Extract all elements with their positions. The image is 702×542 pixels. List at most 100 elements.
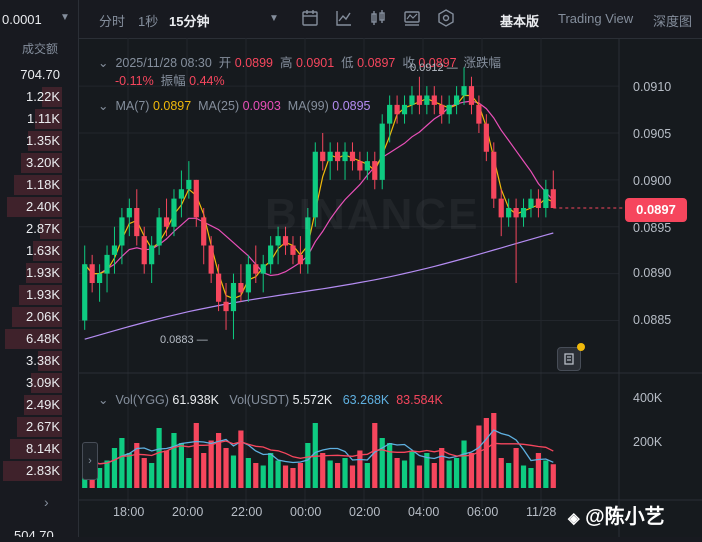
view-tab-depth[interactable]: 深度图 [653, 14, 693, 29]
volume-list-row: 8.14K [0, 438, 62, 460]
volume-bar [193, 423, 199, 488]
candle-body [268, 245, 274, 265]
volume-bar [327, 460, 333, 488]
ma7-line [84, 94, 554, 300]
volume-bar [372, 423, 378, 488]
ohlc-open-label: 开 [218, 56, 232, 70]
volume-bar [178, 443, 185, 488]
ma99-line [84, 232, 554, 340]
candle-body [134, 208, 140, 237]
candle-body [394, 104, 400, 115]
volume-bar [394, 458, 400, 488]
candle-body [141, 236, 147, 265]
candle-body [506, 208, 512, 218]
view-tab-tradingview[interactable]: Trading View [558, 11, 634, 26]
ohlc-low-label: 低 [341, 56, 354, 70]
hexagon-settings-icon[interactable] [437, 9, 455, 27]
candle-body [379, 123, 385, 180]
panel-volume-header: 成交额 [22, 42, 59, 56]
candle-body [483, 123, 489, 152]
candle-body [282, 236, 289, 246]
time-axis-label: 22:00 [231, 505, 263, 519]
candle-body [193, 179, 199, 218]
price-axis-label: 0.0895 [633, 221, 672, 235]
volume-bar [535, 453, 542, 488]
interval-tab-1s[interactable]: 1秒 [138, 14, 159, 29]
ohlc-collapse-icon[interactable]: ⌄ [98, 56, 109, 70]
vol-usdt-label: Vol(USDT) [229, 393, 290, 407]
volume-bar [186, 458, 192, 488]
vol-collapse-icon[interactable]: ⌄ [98, 393, 109, 407]
volume-list-row: 3.38K [0, 350, 62, 372]
ohlc-amp-label: 振幅 [160, 74, 186, 88]
volume-bar [506, 463, 512, 488]
high-marker: 0.0912 — [410, 62, 458, 74]
candlestick-icon[interactable] [369, 9, 387, 27]
volume-bar [349, 465, 356, 488]
ma25-label: MA(25) [198, 99, 240, 113]
indicator-settings-icon[interactable] [403, 9, 421, 27]
candle-body [201, 217, 207, 246]
volume-bar [149, 463, 155, 488]
ma-collapse-icon[interactable]: ⌄ [98, 99, 109, 113]
volume-bar [104, 460, 110, 488]
time-axis-label: 02:00 [349, 505, 381, 519]
author-watermark: ◈ @陈小艺 [568, 506, 665, 528]
candle-body [320, 151, 326, 162]
interval-tab-15m[interactable]: 15分钟 [169, 14, 210, 29]
ohlc-low: 0.0897 [357, 56, 396, 70]
volume-bar [141, 458, 147, 488]
panel-expand-icon[interactable]: › [44, 494, 49, 510]
candle-body [208, 245, 214, 274]
vol-value: 61.938K [172, 393, 219, 407]
ma-info: ⌄ MA(7) 0.0897 MA(25) 0.0903 MA(99) 0.08… [98, 98, 371, 113]
ohlc-datetime: 2025/11/28 08:30 [115, 56, 212, 70]
vol-ma1: 63.268K [342, 393, 390, 407]
volume-list-row: 1.93K [0, 284, 62, 306]
volume-list-row: 1.35K [0, 130, 62, 152]
candle-body [305, 217, 311, 265]
volume-bar [387, 443, 393, 488]
volume-bar [416, 465, 423, 488]
ma99-label: MA(99) [287, 99, 329, 113]
volume-bar [424, 453, 430, 488]
candle-body [223, 301, 229, 312]
volume-list-row: 1.63K [0, 240, 62, 262]
volume-bar [498, 458, 504, 488]
volume-list-row: 2.40K [0, 196, 62, 218]
volume-list-row: 1.11K [0, 108, 62, 130]
vol-ma2-line [84, 440, 554, 465]
volume-list-row: 1.22K [0, 86, 62, 108]
candle-body [528, 198, 534, 208]
kline-svg[interactable] [79, 38, 702, 537]
expand-handle-icon[interactable]: › [82, 442, 98, 480]
candle-body [401, 104, 408, 115]
volume-bar [111, 448, 118, 488]
volume-bar [513, 448, 519, 488]
time-axis-label: 06:00 [467, 505, 499, 519]
volume-bar [268, 453, 274, 488]
candle-body [535, 198, 542, 208]
candle-body [416, 95, 423, 105]
volume-bar [543, 460, 549, 488]
volume-bar [305, 443, 311, 488]
candle-body [327, 151, 333, 162]
candle-body [387, 104, 393, 124]
dropdown-caret-icon[interactable]: ▼ [269, 13, 279, 24]
panel-dropdown-icon[interactable]: ▼ [60, 12, 70, 23]
volume-list-row: 2.49K [0, 394, 62, 416]
volume-list-row: 2.67K [0, 416, 62, 438]
ohlc-high: 0.0901 [295, 56, 335, 70]
volume-bar [96, 468, 103, 488]
line-chart-icon[interactable] [335, 9, 353, 27]
volume-bar [208, 440, 214, 488]
scroll-latest-button[interactable] [557, 347, 581, 371]
candle-body [461, 86, 467, 96]
kline-chart[interactable] [79, 38, 702, 542]
volume-bar [453, 458, 460, 488]
interval-tab-time[interactable]: 分时 [99, 14, 126, 29]
volume-bar [476, 425, 482, 488]
calendar-icon[interactable] [301, 9, 319, 27]
view-tab-basic[interactable]: 基本版 [500, 14, 540, 29]
candle-body [453, 95, 460, 105]
